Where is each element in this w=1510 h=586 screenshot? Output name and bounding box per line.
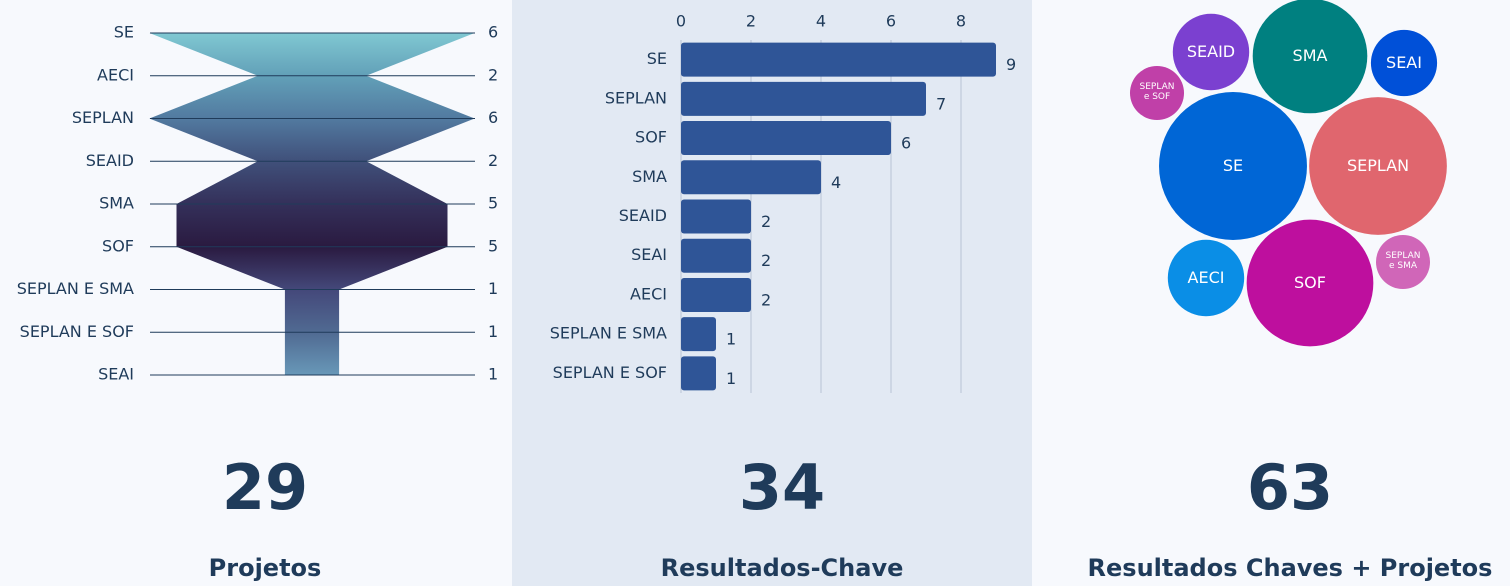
kpi-caption: Projetos [209, 554, 322, 582]
category-label: SEPLAN [605, 88, 667, 107]
value-label: 1 [488, 322, 498, 341]
bubble [1375, 234, 1431, 290]
bubble [1167, 239, 1245, 317]
x-tick-label: 6 [886, 12, 896, 31]
funnel-segment [284, 289, 340, 333]
funnel-segment [149, 33, 475, 76]
value-label: 2 [761, 251, 771, 270]
funnel-segment [284, 332, 340, 375]
bubble-label: AECI [1187, 268, 1225, 288]
bubble [1246, 219, 1374, 347]
bar [681, 238, 751, 273]
bubble-label: SEPLAN e SMA [1385, 251, 1421, 271]
category-label: SMA [632, 167, 667, 186]
bar [681, 160, 821, 195]
x-tick-label: 4 [816, 12, 826, 31]
category-label: SEPLAN [72, 108, 134, 127]
bar [681, 42, 996, 77]
bubble [1309, 97, 1447, 235]
funnel-segment [176, 161, 448, 204]
x-tick-label: 2 [746, 12, 756, 31]
category-label: SEPLAN E SMA [550, 324, 667, 343]
bubble [1252, 0, 1368, 114]
category-label: SOF [102, 236, 134, 255]
category-label: SE [647, 49, 667, 68]
category-label: SMA [99, 194, 134, 213]
value-label: 2 [488, 65, 498, 84]
x-tick-label: 0 [676, 12, 686, 31]
bubble-label: SEPLAN e SOF [1139, 82, 1175, 102]
category-label: AECI [97, 65, 134, 84]
category-label: SE [114, 23, 134, 42]
value-label: 9 [1006, 55, 1016, 74]
category-label: SEAID [619, 206, 667, 225]
category-label: SEPLAN E SMA [17, 279, 134, 298]
value-label: 5 [488, 194, 498, 213]
value-label: 1 [726, 330, 736, 349]
bar [681, 317, 716, 352]
value-label: 1 [488, 279, 498, 298]
kpi-value: 34 [739, 451, 825, 524]
value-label: 4 [831, 173, 841, 192]
bar [681, 199, 751, 234]
bar [681, 121, 891, 156]
category-label: SEPLAN E SOF [553, 363, 667, 382]
value-label: 1 [726, 369, 736, 388]
value-label: 1 [488, 365, 498, 384]
bubble [1172, 13, 1250, 91]
category-label: SEAI [631, 245, 667, 264]
category-label: SEAI [98, 365, 134, 384]
bubble [1159, 92, 1307, 240]
bar [681, 356, 716, 391]
funnel-segment [149, 75, 475, 119]
funnel-segment [149, 118, 475, 162]
category-label: SOF [635, 128, 667, 147]
bubble [1129, 65, 1185, 121]
kpi-value: 29 [222, 451, 308, 524]
value-label: 2 [761, 212, 771, 231]
value-label: 2 [488, 151, 498, 170]
value-label: 6 [488, 108, 498, 127]
bubble [1370, 29, 1438, 97]
category-label: SEAID [86, 151, 134, 170]
bubble-label: SE [1222, 156, 1244, 176]
kpi-caption: Resultados-Chave [661, 554, 904, 582]
x-tick-label: 8 [956, 12, 966, 31]
value-label: 5 [488, 236, 498, 255]
value-label: 7 [936, 94, 946, 113]
funnel-segment [176, 204, 448, 247]
bubble-label: SEAID [1186, 42, 1236, 62]
bubble-label: SEPLAN [1346, 156, 1410, 176]
bubble-label: SOF [1294, 273, 1326, 293]
bubble-label: SMA [1292, 46, 1328, 66]
kpi-caption: Resultados Chaves + Projetos [1088, 554, 1493, 582]
bar [681, 277, 751, 312]
bubble-label: SEAI [1386, 53, 1422, 73]
category-label: SEPLAN E SOF [20, 322, 134, 341]
value-label: 6 [901, 134, 911, 153]
funnel-segment [176, 246, 448, 290]
category-label: AECI [630, 284, 667, 303]
kpi-value: 63 [1247, 451, 1333, 524]
bar [681, 81, 926, 116]
value-label: 2 [761, 290, 771, 309]
value-label: 6 [488, 23, 498, 42]
